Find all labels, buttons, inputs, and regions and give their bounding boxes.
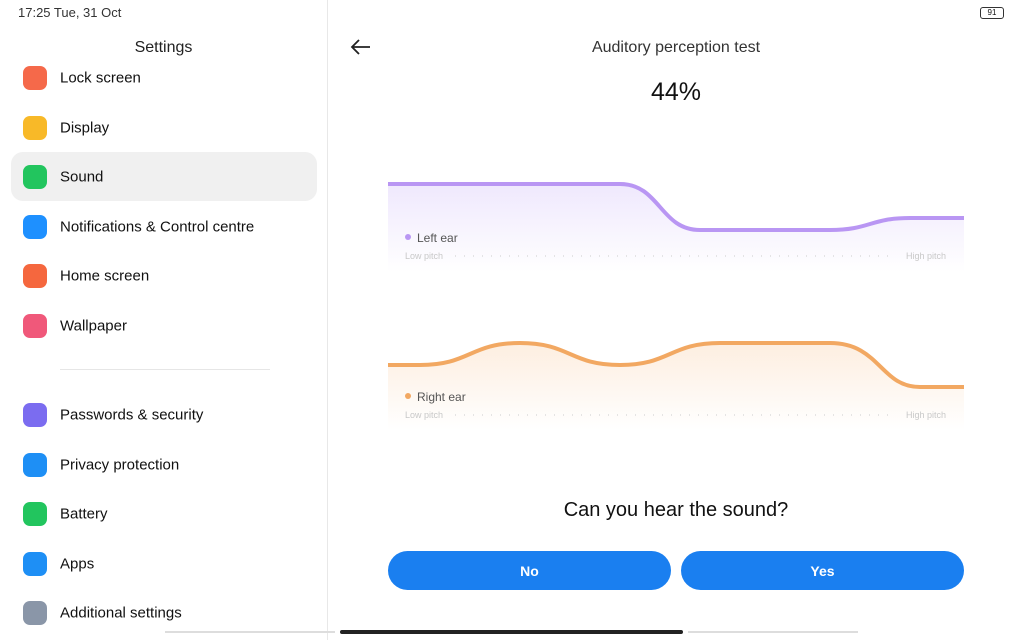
sidebar-title: Settings	[134, 39, 193, 56]
item-icon	[23, 314, 47, 338]
menu-item[interactable]: Additional settings	[60, 604, 182, 622]
item-icon	[23, 403, 47, 427]
axis-label: High pitch	[906, 251, 947, 261]
axis-label: Low pitch	[405, 410, 444, 420]
left-curve	[388, 182, 964, 232]
menu-item[interactable]: Apps	[60, 555, 95, 573]
item-icon	[23, 502, 47, 526]
left-area	[388, 184, 964, 272]
no-button[interactable]: No	[388, 551, 671, 590]
menu-item[interactable]: Sound	[60, 168, 104, 186]
menu-item[interactable]: Notifications & Control centre	[60, 218, 255, 236]
legend-dot	[405, 393, 411, 399]
yes-button[interactable]: Yes	[681, 551, 964, 590]
menu-item[interactable]: Home screen	[60, 267, 150, 285]
legend-label: Left ear	[417, 231, 458, 245]
item-icon	[23, 165, 47, 189]
legend-label: Right ear	[417, 390, 466, 404]
bar	[688, 631, 858, 633]
item-icon	[23, 66, 47, 90]
divider	[327, 0, 328, 640]
item-icon	[23, 215, 47, 239]
page-title: Auditory perception test	[591, 39, 761, 56]
axis-label: Low pitch	[405, 251, 444, 261]
menu-item[interactable]: Wallpaper	[60, 317, 127, 335]
item-icon	[23, 552, 47, 576]
back-arrow[interactable]	[350, 38, 372, 56]
battery: 91	[980, 7, 1004, 19]
menu-item[interactable]: Battery	[60, 505, 108, 523]
separator	[60, 369, 270, 370]
question: Can you hear the sound?	[563, 499, 789, 521]
right-curve	[388, 340, 964, 389]
axis-label: High pitch	[906, 410, 947, 420]
selected-highlight	[11, 152, 317, 201]
item-icon	[23, 601, 47, 625]
home-indicator	[340, 630, 683, 634]
menu-item[interactable]: Passwords & security	[60, 406, 204, 424]
right-area	[388, 343, 964, 430]
menu-item[interactable]: Lock screen	[60, 69, 141, 87]
menu-item[interactable]: Display	[60, 119, 110, 137]
progress: 44%	[650, 78, 702, 106]
item-icon	[23, 116, 47, 140]
item-icon	[23, 264, 47, 288]
status-time: 17:25 Tue, 31 Oct	[18, 5, 122, 20]
item-icon	[23, 453, 47, 477]
legend-dot	[405, 234, 411, 240]
menu-item[interactable]: Privacy protection	[60, 456, 180, 474]
bar	[165, 631, 335, 633]
